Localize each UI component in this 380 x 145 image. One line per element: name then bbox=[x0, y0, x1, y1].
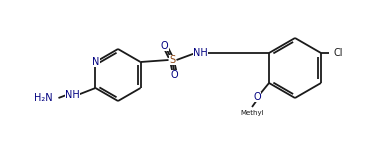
Text: Methyl: Methyl bbox=[240, 110, 264, 116]
Text: H₂N: H₂N bbox=[34, 93, 52, 103]
Text: O: O bbox=[253, 92, 261, 102]
Text: NH: NH bbox=[65, 90, 80, 100]
Text: Cl: Cl bbox=[334, 48, 344, 58]
Text: O: O bbox=[171, 70, 178, 80]
Text: NH: NH bbox=[193, 48, 208, 58]
Text: N: N bbox=[92, 57, 99, 67]
Text: S: S bbox=[169, 55, 176, 65]
Text: O: O bbox=[161, 41, 168, 51]
